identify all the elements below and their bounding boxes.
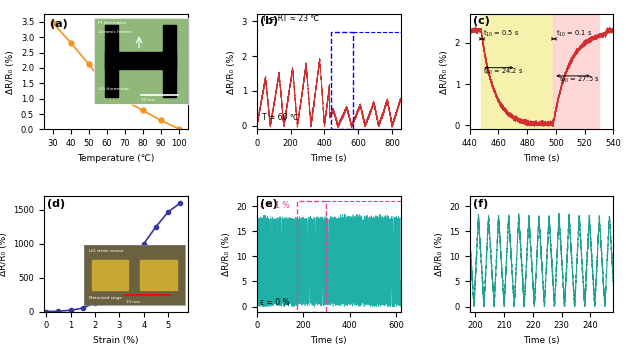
Text: t$_{90}$ = 24.2 s: t$_{90}$ = 24.2 s [483, 67, 523, 77]
Y-axis label: ΔR/R₀ (%): ΔR/R₀ (%) [435, 232, 444, 276]
Text: ε = 1 %: ε = 1 % [260, 201, 289, 210]
Text: (e): (e) [260, 199, 277, 209]
Y-axis label: ΔR/R₀ (%): ΔR/R₀ (%) [227, 50, 236, 94]
X-axis label: Time (s): Time (s) [310, 154, 347, 163]
Y-axis label: ΔR/R₀ (%): ΔR/R₀ (%) [440, 50, 449, 94]
Text: (f): (f) [473, 199, 488, 209]
Y-axis label: ΔR/R₀ (%): ΔR/R₀ (%) [0, 232, 8, 276]
Bar [297, 201, 326, 312]
X-axis label: Time (s): Time (s) [523, 336, 560, 345]
Bar [553, 14, 599, 130]
Text: (d): (d) [47, 199, 65, 209]
Y-axis label: ΔR/R₀ (%): ΔR/R₀ (%) [222, 232, 231, 276]
Text: t$_{10}$ = 0.5 s: t$_{10}$ = 0.5 s [483, 29, 520, 39]
Text: T = RT ≈ 23 ℃: T = RT ≈ 23 ℃ [262, 14, 319, 23]
Bar [481, 14, 553, 130]
Text: (b): (b) [260, 17, 278, 27]
Text: T = 60 ℃: T = 60 ℃ [262, 113, 299, 122]
Text: (c): (c) [473, 17, 490, 27]
Text: ε = 0 %: ε = 0 % [260, 298, 289, 307]
Y-axis label: ΔR/R₀ (%): ΔR/R₀ (%) [6, 50, 15, 94]
Text: t$_{90}$ = 27.5 s: t$_{90}$ = 27.5 s [559, 75, 599, 85]
Bar [331, 32, 353, 130]
X-axis label: Time (s): Time (s) [523, 154, 560, 163]
Text: t$_{10}$ = 0.1 s: t$_{10}$ = 0.1 s [556, 29, 592, 39]
X-axis label: Strain (%): Strain (%) [93, 336, 138, 345]
Text: (a): (a) [49, 19, 68, 29]
X-axis label: Temperature (℃): Temperature (℃) [77, 154, 155, 163]
X-axis label: Time (s): Time (s) [310, 336, 347, 345]
